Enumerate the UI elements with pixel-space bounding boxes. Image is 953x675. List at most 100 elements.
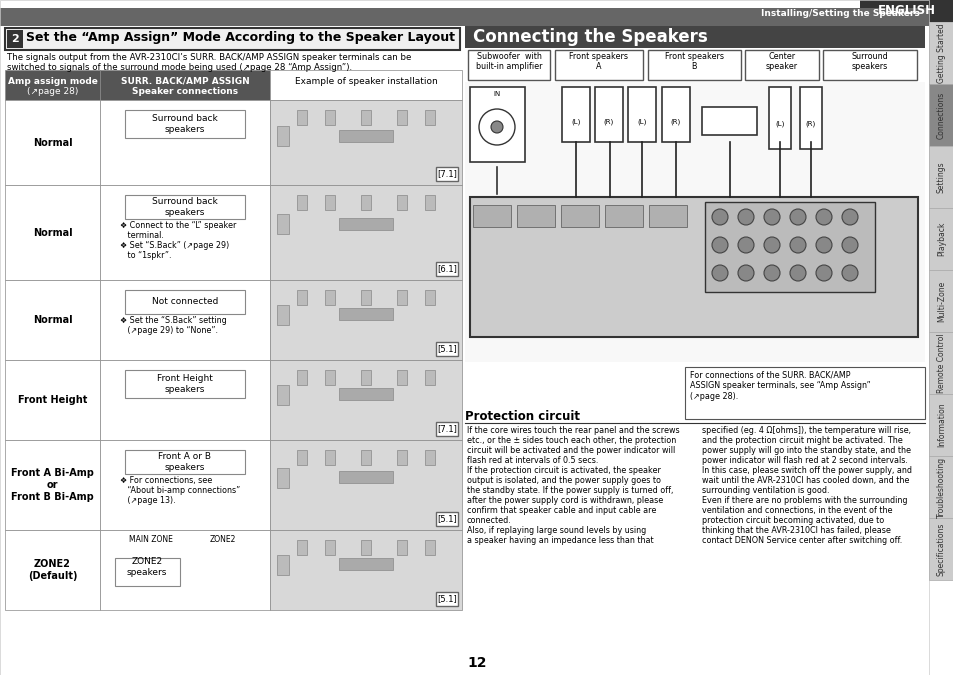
Bar [859, 0, 953, 22]
Bar [270, 280, 461, 360]
Circle shape [763, 265, 780, 281]
Text: Amp assign mode: Amp assign mode [8, 77, 97, 86]
Text: Specifications: Specifications [936, 522, 945, 576]
Bar [928, 394, 953, 456]
Bar [297, 370, 307, 385]
Bar [661, 87, 689, 142]
Bar [274, 190, 456, 270]
Bar [647, 50, 740, 80]
Circle shape [841, 209, 857, 225]
Bar [100, 360, 270, 440]
Text: Even if there are no problems with the surrounding: Even if there are no problems with the s… [701, 496, 906, 505]
Bar [324, 450, 335, 465]
Circle shape [763, 237, 780, 253]
Text: ❖ Set “S.Back” (↗page 29): ❖ Set “S.Back” (↗page 29) [120, 241, 229, 250]
Text: ZONE2
speakers: ZONE2 speakers [127, 558, 167, 576]
Bar [338, 130, 393, 142]
Circle shape [711, 265, 727, 281]
Bar [0, 8, 928, 26]
Text: Getting Started: Getting Started [936, 23, 945, 83]
Bar [627, 87, 656, 142]
Text: ENGLISH: ENGLISH [877, 5, 935, 18]
Circle shape [789, 265, 805, 281]
Bar [274, 365, 456, 430]
Text: Speaker connections: Speaker connections [132, 87, 238, 96]
Text: The signals output from the AVR-2310CI’s SURR. BACK/AMP ASSIGN speaker terminals: The signals output from the AVR-2310CI’s… [7, 53, 411, 72]
Text: Front Height
speakers: Front Height speakers [157, 375, 213, 394]
Bar [100, 280, 270, 360]
Text: confirm that speaker cable and input cable are: confirm that speaker cable and input cab… [467, 506, 656, 515]
Text: SURR. BACK/AMP ASSIGN: SURR. BACK/AMP ASSIGN [120, 77, 249, 86]
Bar [424, 195, 435, 210]
Text: ventilation and connections, in the event of the: ventilation and connections, in the even… [701, 506, 892, 515]
Text: connected.: connected. [467, 516, 511, 525]
Bar [464, 82, 924, 362]
Bar [270, 100, 461, 185]
Bar [517, 205, 555, 227]
Bar [928, 270, 953, 332]
Bar [5, 280, 100, 360]
Bar [424, 110, 435, 125]
Text: output is isolated, and the power supply goes to: output is isolated, and the power supply… [467, 476, 660, 485]
Text: Front A Bi-Amp
or
Front B Bi-Amp: Front A Bi-Amp or Front B Bi-Amp [11, 468, 93, 502]
Bar [928, 456, 953, 518]
Text: ZONE2
(Default): ZONE2 (Default) [28, 559, 77, 580]
Text: ❖ Set the “S.Back” setting: ❖ Set the “S.Back” setting [120, 316, 227, 325]
Text: flash red at intervals of 0.5 secs.: flash red at intervals of 0.5 secs. [467, 456, 598, 465]
Text: contact DENON Service center after switching off.: contact DENON Service center after switc… [701, 536, 902, 545]
Bar [604, 205, 642, 227]
Bar [397, 290, 407, 305]
Circle shape [711, 237, 727, 253]
Text: (R): (R) [670, 119, 680, 126]
Text: wait until the AVR-2310CI has cooled down, and the: wait until the AVR-2310CI has cooled dow… [701, 476, 908, 485]
Bar [5, 185, 100, 280]
Text: protection circuit becoming activated, due to: protection circuit becoming activated, d… [701, 516, 883, 525]
Text: Normal: Normal [32, 138, 72, 148]
Bar [125, 195, 245, 219]
Text: Not connected: Not connected [152, 298, 218, 306]
Bar [274, 285, 456, 350]
Text: Remote Control: Remote Control [936, 333, 945, 393]
Bar [360, 540, 371, 555]
Bar [324, 370, 335, 385]
Bar [928, 84, 953, 146]
Text: and the protection circuit might be activated. The: and the protection circuit might be acti… [701, 436, 902, 445]
Bar [297, 540, 307, 555]
Circle shape [815, 265, 831, 281]
Text: after the power supply cord is withdrawn, please: after the power supply cord is withdrawn… [467, 496, 662, 505]
Text: ❖ Connect to the “L” speaker: ❖ Connect to the “L” speaker [120, 221, 236, 230]
Text: Also, if replaying large sound levels by using: Also, if replaying large sound levels by… [467, 526, 645, 535]
Text: (R): (R) [603, 119, 614, 126]
Bar [125, 290, 245, 314]
Bar [5, 530, 100, 610]
Circle shape [815, 209, 831, 225]
Text: “About bi-amp connections”: “About bi-amp connections” [120, 486, 240, 495]
Text: ❖ For connections, see: ❖ For connections, see [120, 476, 212, 485]
Bar [5, 28, 459, 50]
Text: (L): (L) [637, 119, 646, 126]
Bar [324, 195, 335, 210]
Bar [800, 87, 821, 149]
Bar [270, 530, 461, 610]
Bar [768, 87, 790, 149]
Bar [470, 197, 917, 337]
Bar [115, 558, 180, 586]
Text: terminal.: terminal. [120, 231, 164, 240]
Bar [324, 290, 335, 305]
Bar [473, 205, 511, 227]
Bar [5, 70, 100, 100]
Bar [822, 50, 916, 80]
Text: circuit will be activated and the power indicator will: circuit will be activated and the power … [467, 446, 675, 455]
Bar [274, 445, 456, 520]
Text: [5.1]: [5.1] [436, 514, 456, 524]
Bar [297, 290, 307, 305]
Bar [928, 146, 953, 208]
Bar [397, 195, 407, 210]
Bar [436, 342, 457, 356]
Bar [276, 214, 289, 234]
Bar [100, 440, 270, 530]
Text: Connecting the Speakers: Connecting the Speakers [473, 28, 707, 46]
Bar [560, 205, 598, 227]
Bar [297, 195, 307, 210]
Text: power supply will go into the standby state, and the: power supply will go into the standby st… [701, 446, 910, 455]
